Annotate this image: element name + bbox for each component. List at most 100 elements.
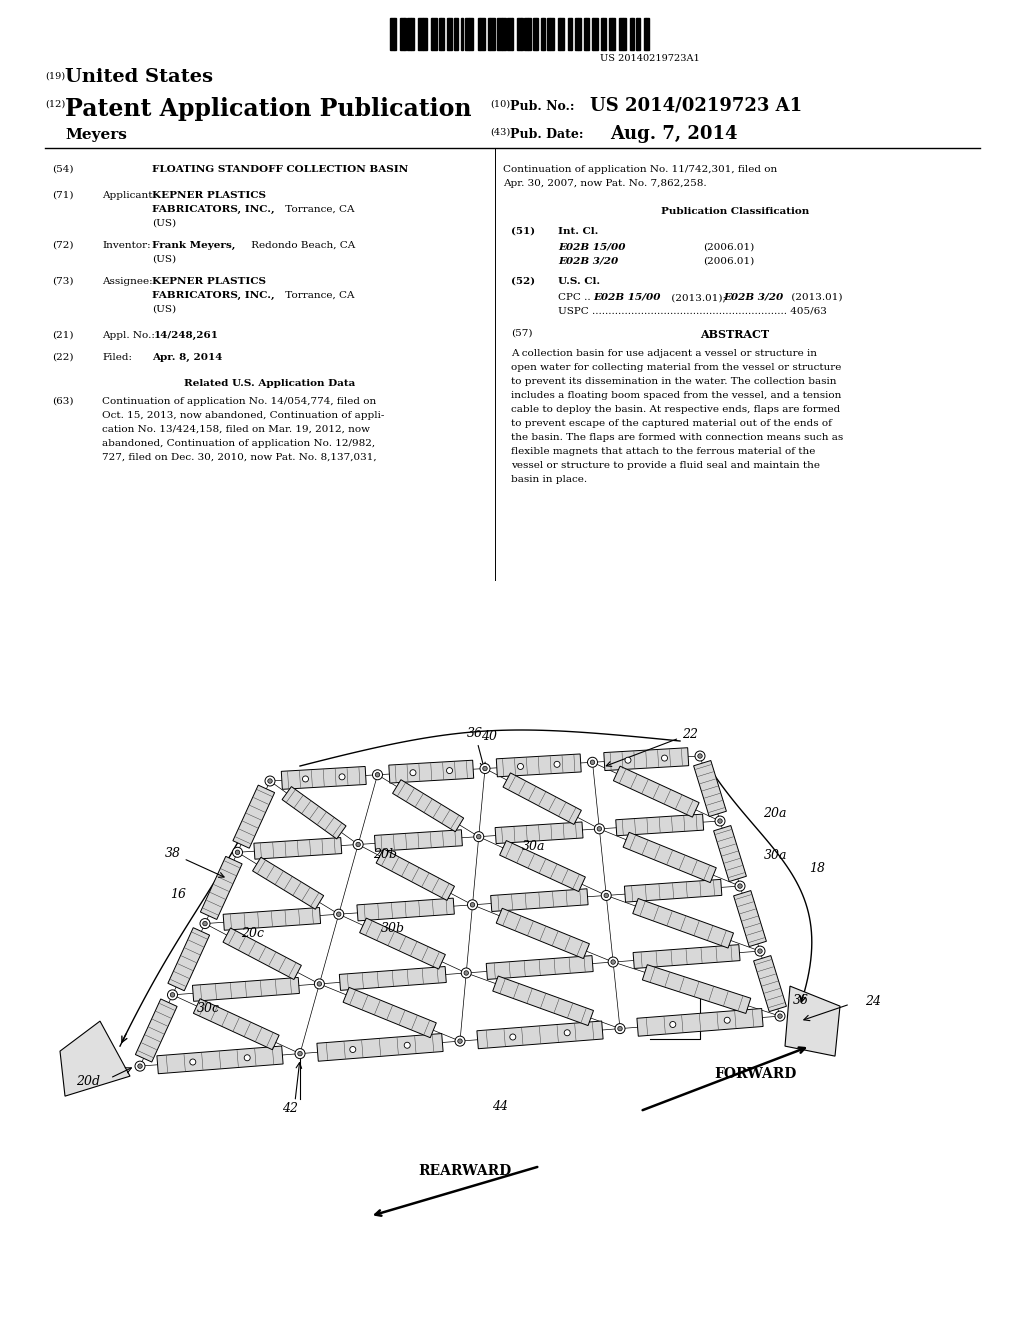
- Bar: [512, 18, 513, 50]
- Text: Aug. 7, 2014: Aug. 7, 2014: [610, 125, 737, 143]
- Circle shape: [455, 1036, 465, 1047]
- Bar: [570, 18, 572, 50]
- Polygon shape: [343, 987, 436, 1038]
- Text: 30a: 30a: [764, 849, 787, 862]
- Text: includes a floating boom spaced from the vessel, and a tension: includes a floating boom spaced from the…: [511, 391, 842, 400]
- Polygon shape: [615, 814, 703, 836]
- Circle shape: [608, 957, 618, 968]
- Circle shape: [670, 1022, 676, 1027]
- Circle shape: [588, 758, 597, 767]
- Text: E02B 15/00: E02B 15/00: [558, 243, 626, 252]
- Bar: [490, 18, 495, 50]
- Text: basin in place.: basin in place.: [511, 475, 587, 484]
- Circle shape: [267, 779, 272, 783]
- Circle shape: [350, 1047, 355, 1052]
- Bar: [412, 18, 414, 50]
- Text: KEPNER PLASTICS: KEPNER PLASTICS: [152, 191, 266, 201]
- Text: Continuation of application No. 11/742,301, filed on: Continuation of application No. 11/742,3…: [503, 165, 777, 174]
- Text: (12): (12): [45, 100, 66, 110]
- Text: (2013.01);: (2013.01);: [668, 293, 729, 302]
- Text: Inventor:: Inventor:: [102, 242, 151, 249]
- Polygon shape: [633, 945, 740, 969]
- Polygon shape: [633, 899, 733, 948]
- Text: to prevent escape of the captured material out of the ends of: to prevent escape of the captured materi…: [511, 418, 831, 428]
- Circle shape: [480, 763, 490, 774]
- Text: (52): (52): [511, 277, 536, 286]
- Text: open water for collecting material from the vessel or structure: open water for collecting material from …: [511, 363, 842, 372]
- Text: 727, filed on Dec. 30, 2010, now Pat. No. 8,137,031,: 727, filed on Dec. 30, 2010, now Pat. No…: [102, 453, 377, 462]
- Text: (US): (US): [152, 305, 176, 314]
- Text: (US): (US): [152, 219, 176, 228]
- Bar: [575, 18, 578, 50]
- Text: United States: United States: [65, 69, 213, 86]
- Polygon shape: [503, 774, 582, 825]
- Bar: [404, 18, 406, 50]
- Circle shape: [604, 894, 608, 898]
- Polygon shape: [637, 1008, 763, 1036]
- Circle shape: [590, 760, 595, 764]
- Text: 18: 18: [809, 862, 825, 875]
- Polygon shape: [282, 767, 367, 789]
- Polygon shape: [232, 785, 274, 849]
- Circle shape: [517, 763, 523, 770]
- Polygon shape: [316, 1034, 443, 1061]
- Polygon shape: [623, 833, 717, 883]
- Text: KEPNER PLASTICS: KEPNER PLASTICS: [152, 277, 266, 286]
- Text: 22: 22: [606, 727, 698, 767]
- Text: (71): (71): [52, 191, 74, 201]
- Bar: [498, 18, 502, 50]
- Text: 20d: 20d: [76, 1074, 100, 1088]
- Text: Apr. 8, 2014: Apr. 8, 2014: [152, 352, 222, 362]
- Bar: [592, 18, 594, 50]
- Circle shape: [317, 982, 322, 986]
- Circle shape: [170, 993, 175, 997]
- Polygon shape: [376, 849, 455, 900]
- Polygon shape: [625, 879, 722, 902]
- Text: U.S. Cl.: U.S. Cl.: [558, 277, 600, 286]
- Text: (19): (19): [45, 73, 66, 81]
- Bar: [532, 18, 536, 50]
- Text: REARWARD: REARWARD: [419, 1164, 512, 1179]
- Text: 38: 38: [165, 847, 224, 878]
- Circle shape: [353, 840, 364, 850]
- Bar: [528, 18, 531, 50]
- Text: FORWARD: FORWARD: [714, 1067, 797, 1081]
- Circle shape: [302, 776, 308, 781]
- Bar: [441, 18, 443, 50]
- Circle shape: [168, 990, 177, 999]
- Bar: [432, 18, 436, 50]
- Circle shape: [244, 1055, 250, 1061]
- Polygon shape: [254, 838, 342, 859]
- Bar: [584, 18, 587, 50]
- Bar: [558, 18, 559, 50]
- Circle shape: [695, 751, 705, 762]
- Circle shape: [510, 1034, 516, 1040]
- Bar: [636, 18, 637, 50]
- Text: Torrance, CA: Torrance, CA: [282, 290, 354, 300]
- Polygon shape: [193, 978, 299, 1002]
- Polygon shape: [392, 780, 464, 832]
- Text: 44: 44: [492, 1100, 508, 1113]
- Circle shape: [458, 1039, 462, 1043]
- Bar: [542, 18, 543, 50]
- Bar: [587, 18, 589, 50]
- Text: Assignee:: Assignee:: [102, 277, 153, 286]
- Circle shape: [482, 767, 487, 771]
- Circle shape: [594, 824, 604, 834]
- Text: Apr. 30, 2007, now Pat. No. 7,862,258.: Apr. 30, 2007, now Pat. No. 7,862,258.: [503, 180, 707, 187]
- Circle shape: [446, 767, 453, 774]
- Polygon shape: [714, 825, 746, 882]
- Bar: [543, 18, 546, 50]
- Text: 20c: 20c: [241, 927, 264, 940]
- Bar: [439, 18, 441, 50]
- Polygon shape: [168, 928, 210, 991]
- Text: (63): (63): [52, 397, 74, 407]
- Bar: [517, 18, 521, 50]
- Bar: [547, 18, 550, 50]
- Circle shape: [464, 970, 469, 975]
- Circle shape: [356, 842, 360, 846]
- Text: abandoned, Continuation of application No. 12/982,: abandoned, Continuation of application N…: [102, 440, 375, 447]
- Circle shape: [597, 826, 602, 832]
- Circle shape: [755, 946, 765, 956]
- Text: FABRICATORS, INC.,: FABRICATORS, INC.,: [152, 205, 274, 214]
